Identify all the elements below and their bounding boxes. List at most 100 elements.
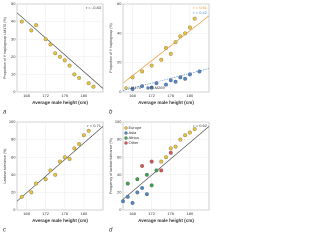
x-tick-label: 172 — [42, 211, 49, 216]
point — [144, 192, 149, 197]
x-tick-label: 180 — [187, 93, 194, 98]
point — [168, 78, 173, 83]
trend-line — [122, 126, 210, 200]
point — [149, 183, 154, 188]
point — [140, 84, 145, 89]
point — [58, 159, 62, 164]
point — [173, 79, 178, 84]
annotation: r = 0.42 — [193, 10, 207, 15]
point — [173, 144, 178, 149]
x-tick-label: 176 — [167, 93, 174, 98]
point — [173, 40, 178, 45]
trend-line — [16, 12, 104, 89]
point — [72, 72, 77, 77]
y-tick-label: 20 — [117, 189, 122, 194]
point — [125, 181, 130, 186]
point — [178, 137, 183, 142]
legend-marker — [124, 86, 128, 90]
x-axis-label: Average male height (cm) — [32, 218, 88, 223]
legend-label: I-M170 — [129, 85, 142, 90]
point — [140, 186, 145, 190]
point — [34, 181, 39, 186]
y-axis-label: Frequency of lactose tolerance (%) — [109, 138, 113, 194]
point — [159, 168, 164, 173]
legend-label: Africa — [129, 135, 140, 140]
point — [168, 150, 173, 155]
legend-marker — [124, 131, 128, 135]
x-tick-label: 176 — [167, 211, 174, 216]
y-tick-label: 40 — [11, 19, 16, 24]
x-tick-label: 168 — [23, 211, 30, 216]
legend-marker — [124, 141, 128, 145]
point — [192, 127, 197, 131]
point — [130, 75, 135, 80]
point — [135, 190, 140, 195]
point — [135, 177, 140, 182]
legend-label: Other — [129, 140, 140, 145]
point — [187, 130, 192, 135]
figure: 0 10 20 30 40 50 168 172 176 180 Average male heig… — [3, 1, 210, 234]
point — [183, 76, 188, 81]
y-tick-label: 10 — [11, 71, 16, 76]
trend-line — [16, 126, 104, 202]
x-tick-label: 168 — [23, 93, 30, 98]
point — [168, 51, 173, 56]
y-tick-label: 0 — [13, 89, 16, 94]
point — [130, 87, 135, 92]
point — [91, 84, 96, 89]
point — [81, 133, 86, 138]
y-tick-label: 20 — [117, 60, 122, 65]
y-tick-label: 0 — [119, 89, 122, 94]
point — [178, 75, 183, 80]
annotation: r = 0.71 — [87, 123, 101, 128]
legend-marker — [124, 126, 128, 130]
point — [140, 164, 145, 168]
y-tick-label: 0 — [13, 207, 16, 212]
x-tick-label: 180 — [81, 93, 88, 98]
y-tick-label: 20 — [11, 54, 16, 59]
point — [154, 168, 159, 173]
y-tick-label: 60 — [11, 154, 16, 159]
point — [159, 57, 164, 62]
point — [48, 42, 53, 47]
x-tick-label: 172 — [42, 93, 49, 98]
point — [77, 142, 82, 146]
point — [130, 201, 135, 205]
point — [149, 159, 154, 164]
y-tick-label: 80 — [11, 137, 16, 142]
x-tick-label: 172 — [148, 211, 155, 216]
y-tick-label: 60 — [117, 1, 122, 6]
y-tick-label: 40 — [117, 172, 122, 177]
point — [62, 155, 67, 160]
y-tick-label: 50 — [11, 1, 16, 6]
point — [149, 85, 154, 90]
y-axis-label: Proportion of Y haplogroup I-M170 (%) — [3, 17, 7, 79]
point — [187, 72, 192, 77]
point — [19, 194, 24, 199]
y-tick-label: 80 — [117, 137, 122, 142]
x-axis-label: Average male height (cm) — [138, 100, 194, 105]
point — [58, 54, 62, 59]
x-tick-label: 180 — [81, 211, 88, 216]
point — [140, 69, 145, 74]
point — [178, 34, 183, 39]
point — [77, 75, 82, 80]
panel-label: c — [3, 228, 6, 234]
point — [183, 31, 188, 36]
y-tick-label: 0 — [119, 207, 122, 212]
y-axis-label: Lactose tolerance (%) — [3, 149, 7, 184]
point — [67, 63, 72, 68]
panel-label: b — [109, 110, 113, 116]
point — [183, 133, 188, 138]
point — [149, 63, 154, 68]
x-tick-label: 168 — [129, 93, 136, 98]
legend-label: Asia — [129, 130, 138, 135]
point — [159, 159, 164, 164]
plot-area — [122, 121, 210, 211]
point — [144, 172, 149, 177]
point — [197, 69, 202, 74]
x-tick-label: 168 — [129, 211, 136, 216]
point — [121, 199, 125, 204]
point — [192, 16, 197, 21]
